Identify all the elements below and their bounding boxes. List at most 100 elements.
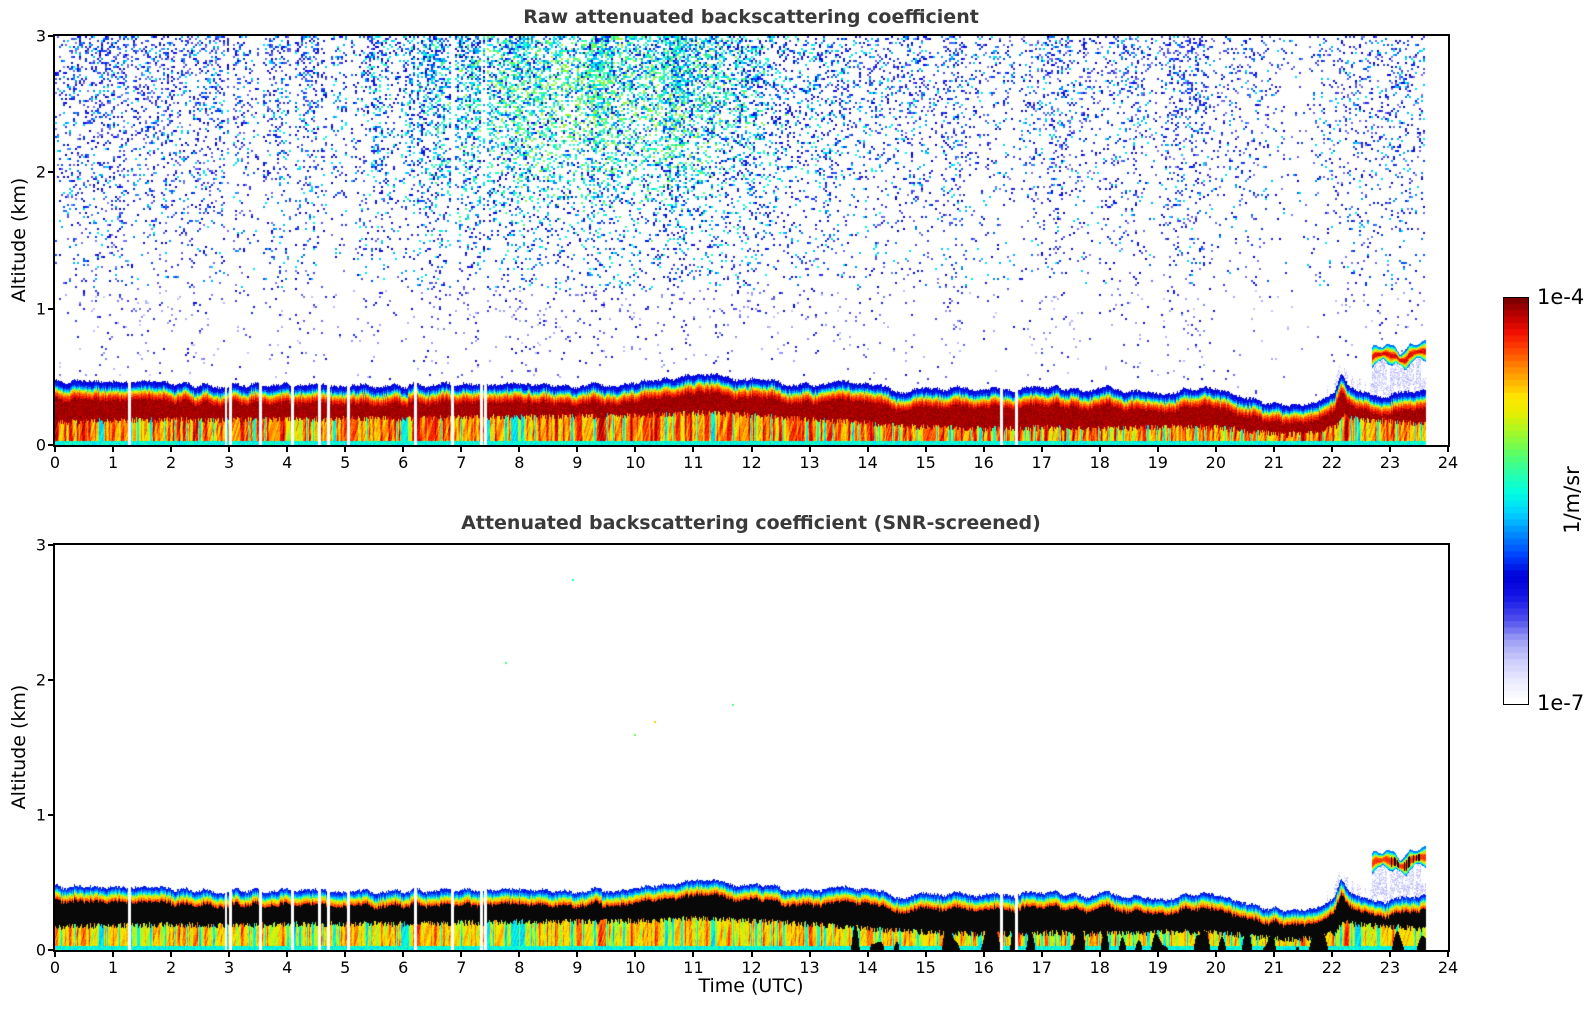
- x-tick-mark: [866, 447, 869, 452]
- x-tick-mark: [228, 952, 231, 957]
- heatmap-screened-canvas: [55, 545, 1448, 950]
- y-tick-label: 0: [35, 940, 46, 960]
- x-tick-mark: [634, 447, 637, 452]
- x-tick-mark: [54, 447, 56, 452]
- x-tick-mark: [750, 447, 753, 452]
- x-tick-label: 7: [456, 958, 467, 977]
- y-axis-label-raw: Altitude (km): [8, 177, 30, 303]
- x-tick-mark: [982, 952, 985, 957]
- x-tick-label: 19: [1147, 958, 1168, 977]
- colorbar-canvas: [1504, 298, 1528, 704]
- x-tick-label: 4: [282, 453, 293, 472]
- x-tick-label: 21: [1263, 453, 1285, 472]
- x-tick-label: 8: [514, 958, 525, 977]
- x-axis-label: Time (UTC): [698, 975, 804, 997]
- x-tick-label: 8: [514, 453, 525, 472]
- x-tick-label: 21: [1263, 958, 1285, 977]
- colorbar-min-label: 1e-7: [1537, 691, 1585, 715]
- x-tick-label: 17: [1031, 453, 1052, 472]
- x-tick-label: 16: [973, 958, 994, 977]
- x-tick-label: 23: [1379, 958, 1401, 977]
- x-tick-label: 24: [1437, 453, 1459, 472]
- x-tick-label: 14: [857, 958, 878, 977]
- x-tick-label: 2: [165, 453, 177, 472]
- x-tick-mark: [1098, 447, 1101, 452]
- x-tick-label: 5: [340, 453, 351, 472]
- x-tick-mark: [460, 952, 463, 957]
- x-tick-label: 1: [107, 453, 119, 472]
- x-tick-mark: [634, 952, 637, 957]
- y-tick-mark: [48, 444, 53, 446]
- x-tick-mark: [518, 447, 521, 452]
- x-tick-mark: [750, 952, 753, 957]
- x-tick-mark: [286, 952, 289, 957]
- x-tick-label: 13: [799, 453, 820, 472]
- x-tick-label: 16: [973, 453, 994, 472]
- y-tick-mark: [48, 171, 53, 174]
- x-tick-label: 1: [107, 958, 119, 977]
- x-tick-mark: [460, 447, 463, 452]
- x-tick-mark: [228, 447, 231, 452]
- x-tick-label: 18: [1089, 958, 1110, 977]
- plot-title-raw: Raw attenuated backscattering coefficien…: [523, 6, 979, 28]
- plot-title-screened: Attenuated backscattering coefficient (S…: [461, 512, 1041, 534]
- x-tick-label: 12: [741, 453, 762, 472]
- x-tick-mark: [112, 447, 115, 452]
- x-tick-mark: [1447, 447, 1449, 452]
- x-tick-mark: [1214, 952, 1217, 957]
- x-tick-mark: [518, 952, 521, 957]
- x-tick-mark: [1156, 952, 1159, 957]
- x-tick-mark: [576, 447, 579, 452]
- colorbar-max-label: 1e-4: [1537, 285, 1585, 309]
- y-tick-mark: [48, 679, 53, 681]
- x-tick-mark: [170, 447, 173, 452]
- x-tick-label: 0: [49, 453, 61, 472]
- y-tick-label: 3: [35, 535, 46, 555]
- x-tick-mark: [576, 952, 579, 957]
- x-tick-mark: [692, 952, 695, 957]
- x-tick-label: 17: [1031, 958, 1052, 977]
- plot-area-screened: [53, 543, 1450, 952]
- x-tick-label: 7: [456, 453, 467, 472]
- y-tick-label: 1: [35, 299, 46, 319]
- x-tick-mark: [1388, 952, 1391, 957]
- x-tick-label: 0: [49, 958, 61, 977]
- x-tick-label: 6: [398, 958, 409, 977]
- x-tick-label: 9: [572, 958, 583, 977]
- x-tick-label: 23: [1379, 453, 1401, 472]
- x-tick-mark: [924, 952, 927, 957]
- x-tick-label: 6: [398, 453, 409, 472]
- y-tick-label: 2: [35, 162, 46, 182]
- colorbar-unit-label: 1/m/sr: [1560, 466, 1584, 534]
- y-tick-label: 0: [35, 435, 46, 455]
- x-tick-label: 13: [799, 958, 820, 977]
- x-tick-mark: [1272, 447, 1275, 452]
- y-tick-mark: [48, 35, 53, 37]
- y-tick-mark: [48, 949, 53, 951]
- x-tick-mark: [1272, 952, 1275, 957]
- y-tick-label: 3: [35, 26, 46, 46]
- x-tick-mark: [1098, 952, 1101, 957]
- x-tick-mark: [344, 952, 347, 957]
- x-tick-mark: [808, 447, 811, 452]
- y-tick-mark: [48, 544, 53, 546]
- x-tick-mark: [1388, 447, 1391, 452]
- x-tick-mark: [808, 952, 811, 957]
- x-tick-label: 11: [683, 958, 704, 977]
- x-tick-label: 11: [683, 453, 704, 472]
- plot-area-raw: [53, 34, 1450, 447]
- x-tick-mark: [170, 952, 173, 957]
- x-tick-label: 22: [1321, 958, 1343, 977]
- x-tick-label: 20: [1205, 453, 1227, 472]
- x-tick-label: 15: [915, 453, 936, 472]
- x-tick-mark: [866, 952, 869, 957]
- x-tick-label: 18: [1089, 453, 1110, 472]
- x-tick-label: 3: [224, 958, 235, 977]
- x-tick-label: 2: [165, 958, 177, 977]
- x-tick-label: 14: [857, 453, 878, 472]
- x-tick-label: 10: [625, 958, 646, 977]
- x-tick-mark: [1040, 952, 1043, 957]
- y-tick-label: 1: [35, 805, 46, 825]
- x-tick-mark: [1330, 447, 1333, 452]
